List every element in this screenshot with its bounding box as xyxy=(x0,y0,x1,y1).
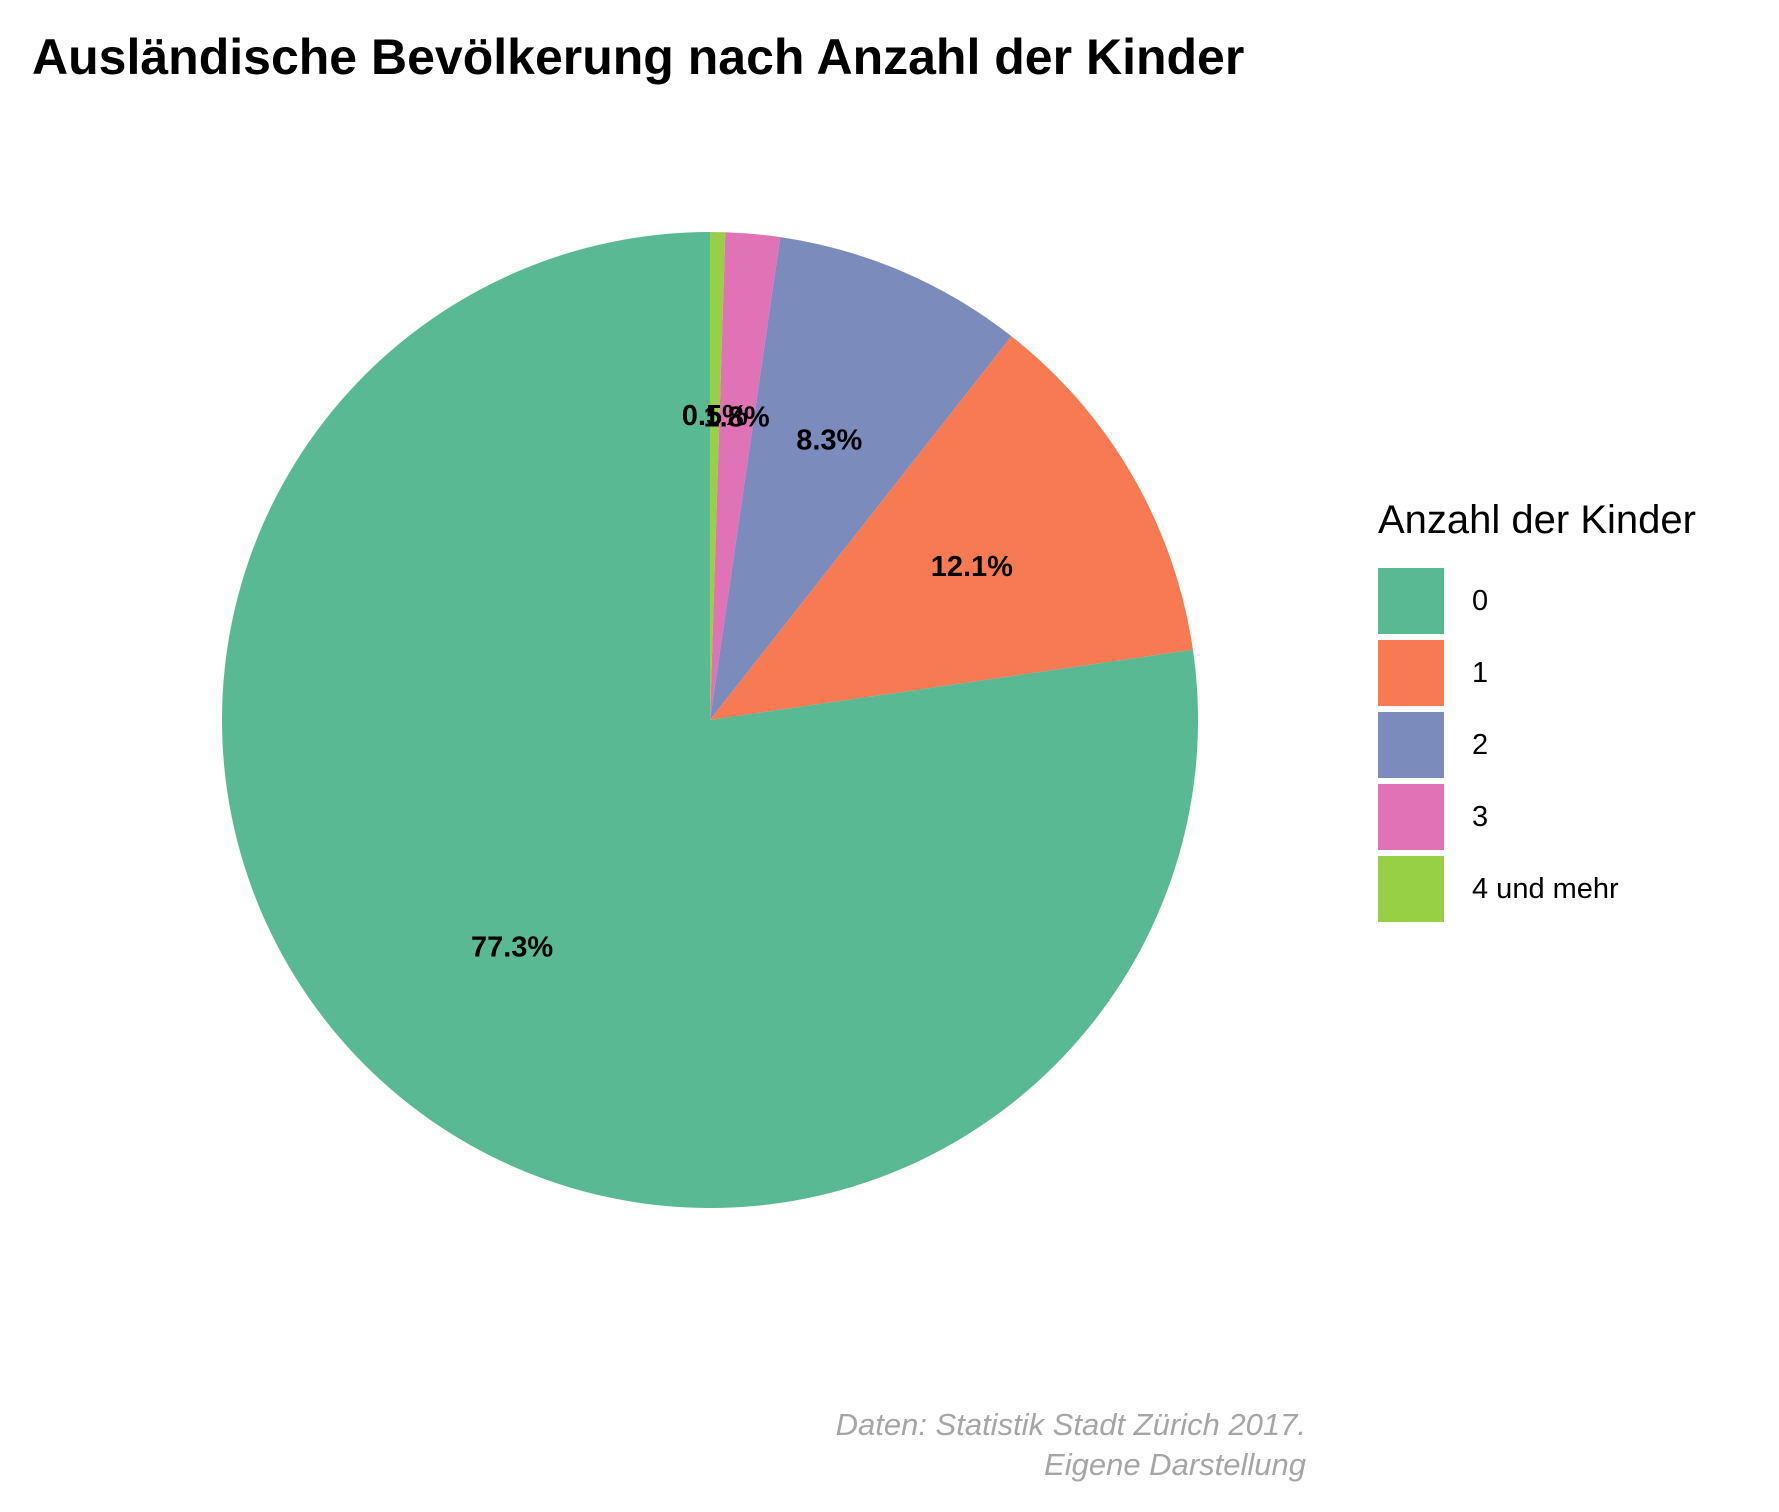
legend-title: Anzahl der Kinder xyxy=(1378,498,1696,542)
caption-line-2: Eigene Darstellung xyxy=(1044,1447,1306,1483)
pie-slice-3 xyxy=(710,232,781,721)
legend-swatch-1 xyxy=(1378,640,1444,706)
pie-slice-0 xyxy=(221,231,1198,1208)
pie-slices xyxy=(221,231,1198,1208)
legend-item-3: 3 xyxy=(1378,781,1696,853)
legend-swatch-4 xyxy=(1378,856,1444,922)
slice-label-3: 1.8% xyxy=(704,401,770,433)
pie-slice-2 xyxy=(710,237,1012,720)
legend-swatch-3 xyxy=(1378,784,1444,850)
legend-label-0: 0 xyxy=(1472,584,1489,617)
legend-item-1: 1 xyxy=(1378,637,1696,709)
pie-slice-labels: 0.5%1.8% 8.3% 12.1% 77.3% xyxy=(471,400,1013,963)
caption: Daten: Statistik Stadt Zürich 2017. Eige… xyxy=(836,1405,1306,1486)
legend-item-4: 4 und mehr xyxy=(1378,853,1696,925)
legend-item-0: 0 xyxy=(1378,565,1696,637)
legend-item-2: 2 xyxy=(1378,709,1696,781)
legend-label-4: 4 und mehr xyxy=(1472,872,1619,905)
legend-label-3: 3 xyxy=(1472,800,1489,833)
pie-slice-4-und-mehr xyxy=(710,232,726,720)
legend-label-1: 1 xyxy=(1472,656,1489,689)
pie-slice-1 xyxy=(710,336,1193,720)
chart-title: Ausländische Bevölkerung nach Anzahl der… xyxy=(32,29,1245,85)
legend-swatch-2 xyxy=(1378,712,1444,778)
caption-line-1: Daten: Statistik Stadt Zürich 2017. xyxy=(835,1407,1306,1442)
legend-swatch-0 xyxy=(1378,568,1444,634)
legend: Anzahl der Kinder 0 1 2 3 4 und mehr xyxy=(1378,498,1696,925)
legend-label-2: 2 xyxy=(1472,728,1489,761)
slice-label-4-und-mehr: 0.5% xyxy=(682,400,748,432)
slice-label-2: 8.3% xyxy=(796,425,862,457)
slice-label-1: 12.1% xyxy=(931,551,1013,583)
slice-label-0: 77.3% xyxy=(471,931,553,963)
